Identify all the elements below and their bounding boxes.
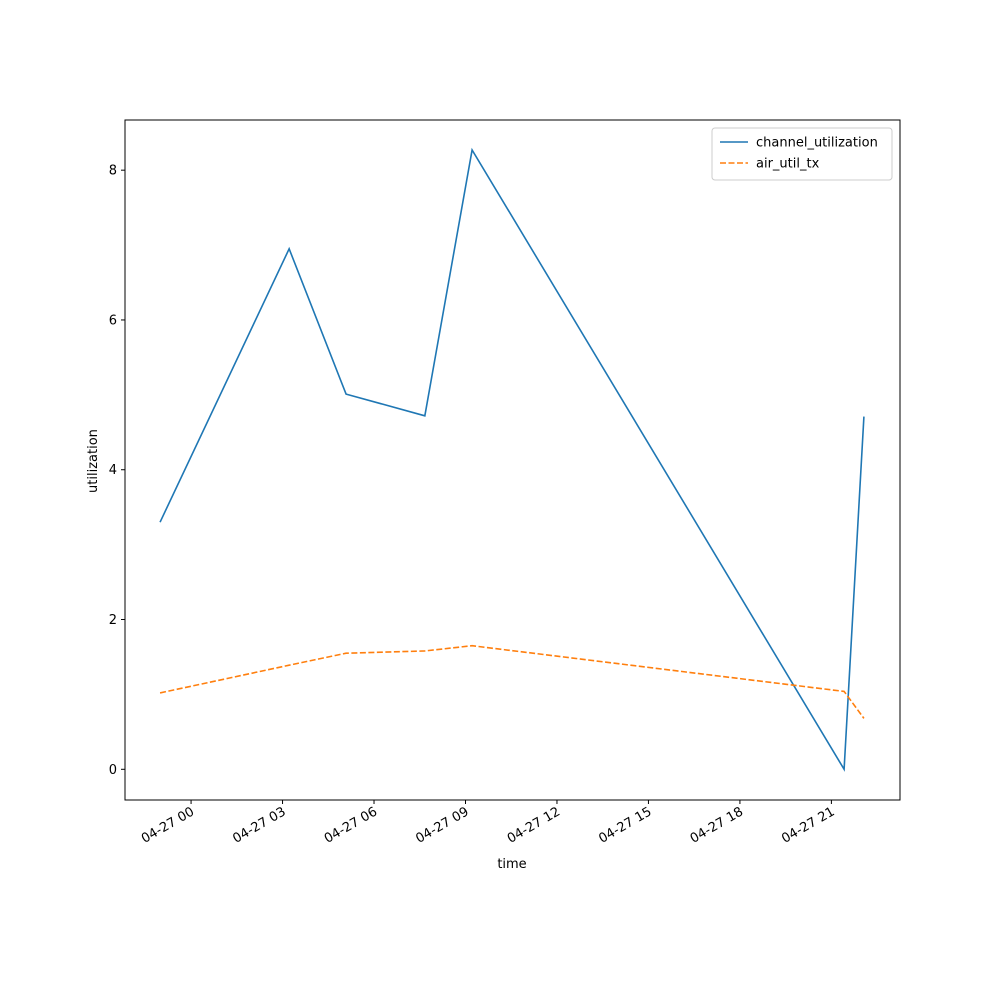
y-tick-label: 4 xyxy=(109,463,117,478)
plot-frame xyxy=(124,119,901,801)
x-tick-label: 04-27 15 xyxy=(596,804,654,846)
y-tick-label: 2 xyxy=(109,613,117,628)
x-tick-label: 04-27 18 xyxy=(688,804,746,846)
x-tick-label: 04-27 00 xyxy=(139,804,197,846)
series-line xyxy=(159,147,865,772)
y-tick-label: 6 xyxy=(109,313,117,328)
x-tick-label: 04-27 09 xyxy=(413,804,471,846)
x-tick-label: 04-27 12 xyxy=(505,804,563,846)
y-tick-label: 8 xyxy=(109,164,117,179)
x-tick-label: 04-27 21 xyxy=(779,804,837,846)
x-tick-label: 04-27 03 xyxy=(230,804,288,846)
x-tick-label: 04-27 06 xyxy=(322,804,380,846)
series-line xyxy=(159,644,865,719)
legend-label: air_util_tx xyxy=(756,157,820,172)
legend-box xyxy=(711,127,893,181)
y-axis-label: utilization xyxy=(86,429,101,493)
y-tick-label: 0 xyxy=(109,763,117,778)
legend-label: channel_utilization xyxy=(756,136,878,151)
x-axis-label: time xyxy=(497,857,526,872)
